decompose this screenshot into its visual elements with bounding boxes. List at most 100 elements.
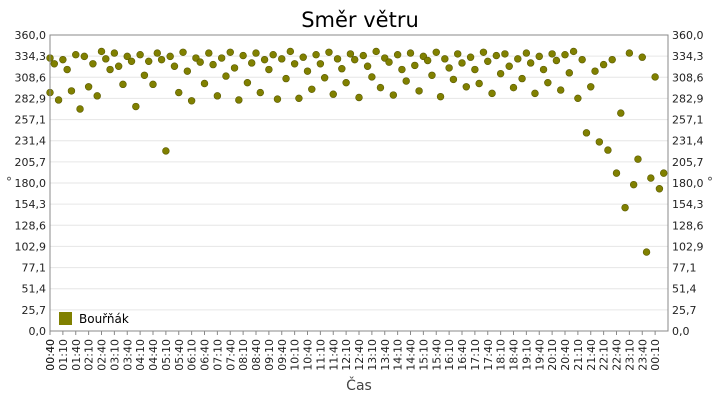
data-point: [436, 92, 445, 101]
x-tick-label: 10:40: [302, 339, 315, 371]
x-tick-label: 20:40: [559, 339, 572, 371]
data-point: [514, 55, 522, 63]
data-point: [200, 79, 209, 88]
data-point: [479, 48, 488, 56]
data-point: [539, 65, 548, 74]
data-point: [248, 59, 256, 67]
y-tick-label-left: 102,9: [15, 240, 47, 253]
data-point: [660, 169, 668, 177]
x-tick-label: 03:40: [121, 339, 134, 371]
x-tick-label: 17:40: [482, 339, 495, 371]
data-point: [647, 174, 655, 182]
data-point: [299, 53, 307, 61]
x-tick-label: 10:10: [289, 339, 302, 371]
y-tick-label-right: 154,3: [672, 198, 704, 211]
y-tick-label-right: 25,7: [672, 304, 697, 317]
data-point: [599, 60, 608, 69]
data-point: [196, 58, 204, 66]
data-point: [449, 75, 458, 84]
y-tick-label-right: 102,9: [672, 240, 704, 253]
y-tick-label-right: 205,7: [672, 156, 704, 169]
data-point: [488, 89, 496, 98]
x-tick-label: 23:40: [636, 339, 649, 371]
data-point: [587, 83, 595, 91]
data-point: [393, 51, 402, 59]
data-point: [157, 55, 166, 64]
data-point: [518, 74, 526, 83]
x-tick-label: 08:10: [237, 339, 250, 371]
x-tick-label: 16:40: [456, 339, 469, 371]
data-point: [325, 48, 333, 56]
data-point: [89, 60, 97, 68]
y-tick-label-left: 257,1: [15, 114, 47, 127]
data-point: [162, 147, 170, 155]
data-point: [492, 51, 501, 60]
y-tick-label-left: 51,4: [22, 283, 47, 296]
data-point: [205, 49, 213, 57]
y-axis-unit-left: °: [6, 175, 12, 189]
data-point: [239, 51, 247, 60]
x-tick-label: 06:10: [186, 339, 199, 371]
data-point: [316, 60, 325, 68]
data-point: [226, 48, 234, 56]
y-tick-label-right: 308,6: [672, 71, 704, 84]
x-tick-label: 18:10: [495, 339, 508, 371]
y-tick-label-left: 282,9: [15, 92, 47, 105]
y-tick-label-left: 0,0: [29, 325, 47, 338]
data-point: [552, 56, 561, 65]
data-point: [235, 96, 243, 104]
data-point: [145, 57, 153, 66]
x-tick-label: 22:10: [598, 339, 611, 371]
point-layer: [46, 47, 668, 256]
data-point: [136, 51, 144, 59]
x-tick-label: 18:40: [508, 339, 521, 371]
data-point: [612, 169, 621, 177]
y-tick-label-right: 334,3: [672, 50, 704, 63]
data-point: [97, 47, 106, 56]
data-point: [591, 67, 599, 75]
legend-label: Bouřňák: [79, 312, 129, 326]
data-point: [569, 47, 578, 56]
x-tick-label: 15:40: [430, 339, 443, 371]
data-point: [265, 65, 273, 74]
y-tick-label-right: 257,1: [672, 114, 704, 127]
data-point: [346, 50, 355, 58]
y-tick-label-right: 0,0: [672, 325, 690, 338]
x-tick-label: 20:10: [546, 339, 559, 371]
data-point: [123, 52, 131, 61]
data-point: [114, 62, 123, 70]
x-tick-label: 00:40: [44, 339, 57, 371]
x-tick-label: 13:10: [366, 339, 379, 371]
y-tick-right-layer: 0,0 25,7 51,4 77,1 102,9 128,6 154,3 180,0 205,7…: [672, 29, 704, 338]
data-point: [617, 109, 625, 117]
legend: Bouřňák: [59, 312, 129, 326]
x-tick-label: 07:40: [224, 339, 237, 371]
data-point: [368, 73, 376, 81]
data-point: [110, 49, 119, 57]
x-tick-label: 09:10: [263, 339, 276, 371]
x-tick-label: 03:10: [108, 339, 121, 371]
data-point: [411, 61, 419, 70]
x-tick-label: 12:40: [353, 339, 366, 371]
data-point: [230, 64, 239, 72]
data-point: [406, 49, 415, 57]
data-point: [522, 49, 531, 57]
data-point: [432, 48, 440, 56]
x-tick-layer: 00:40 01:10 01:40 02:10 02:40 03:10 03:40 04:10…: [44, 331, 662, 371]
data-point: [642, 248, 651, 256]
data-point: [127, 57, 136, 66]
data-point: [170, 62, 179, 70]
y-tick-label-left: 77,1: [22, 262, 47, 275]
data-point: [333, 55, 342, 63]
data-point: [458, 59, 466, 67]
data-point: [604, 146, 612, 154]
y-tick-label-right: 360,0: [672, 29, 704, 42]
x-tick-label: 02:10: [83, 339, 96, 371]
data-point: [608, 55, 616, 64]
x-tick-label: 11:40: [327, 339, 340, 371]
legend-swatch: [59, 312, 72, 325]
data-point: [363, 62, 372, 70]
data-point: [595, 138, 604, 146]
